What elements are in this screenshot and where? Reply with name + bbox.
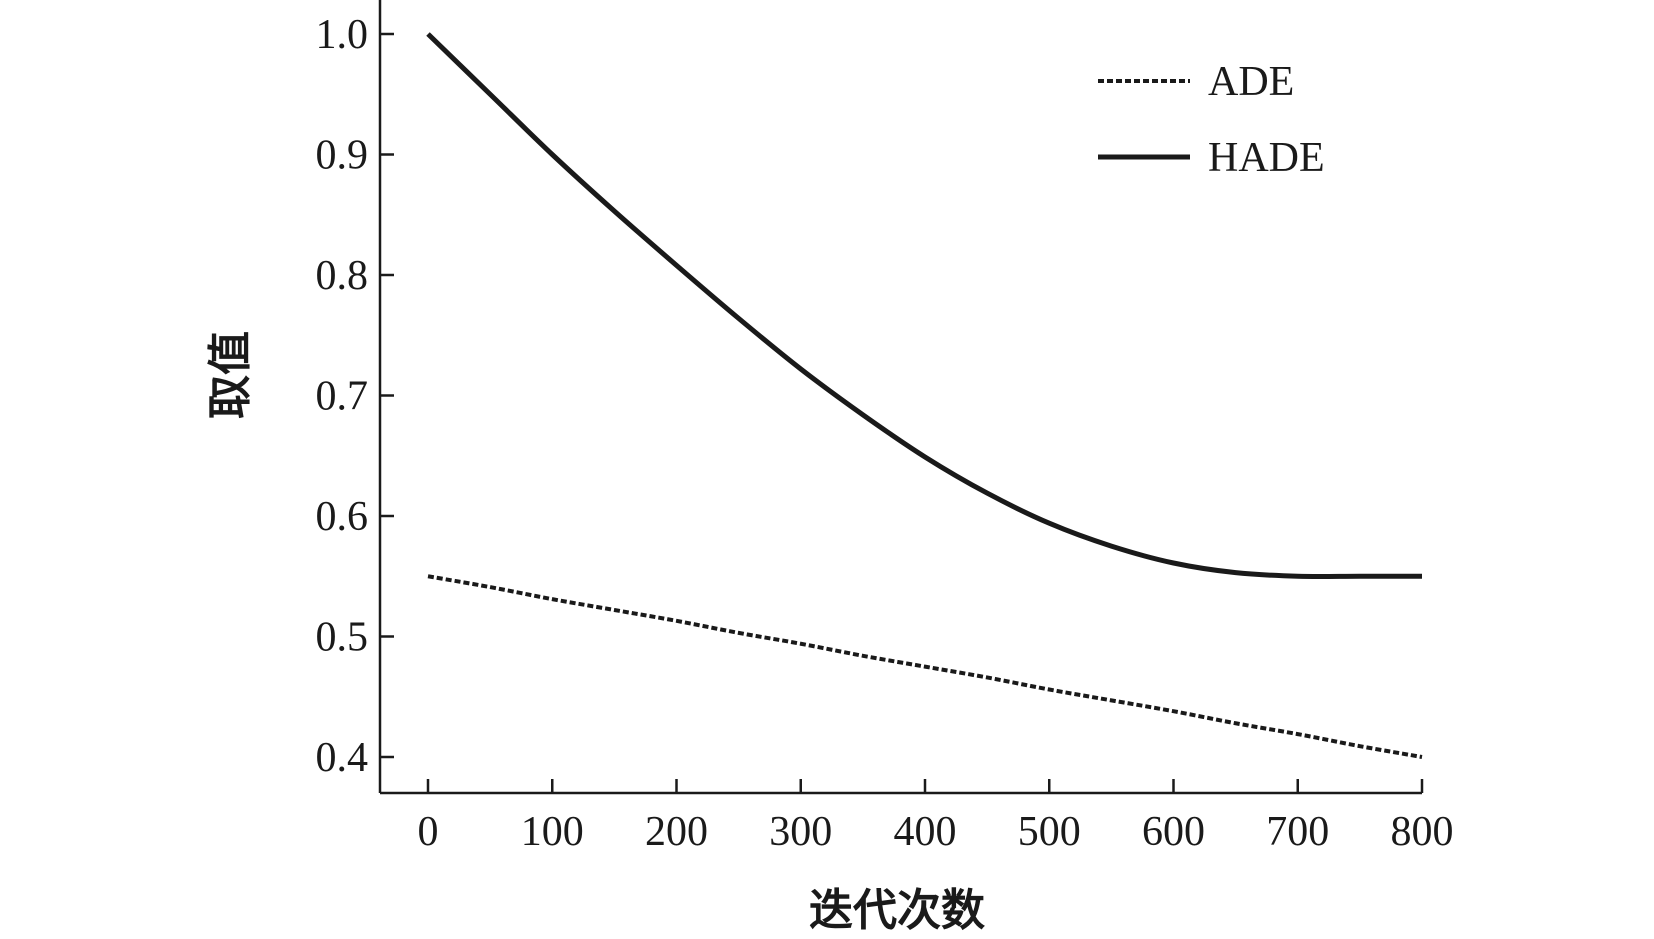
- y-tick-label: 1.0: [316, 12, 369, 58]
- x-tick-label: 300: [769, 809, 832, 855]
- y-tick-label: 0.4: [316, 735, 369, 781]
- x-tick-label: 400: [894, 809, 957, 855]
- y-tick-label: 0.5: [316, 615, 369, 661]
- x-tick-label: 500: [1018, 809, 1081, 855]
- y-tick-label: 0.8: [316, 253, 369, 299]
- x-tick-label: 800: [1391, 809, 1454, 855]
- x-tick-label: 0: [418, 809, 439, 855]
- axes: [378, 0, 1422, 795]
- x-tick-label: 600: [1142, 809, 1205, 855]
- series-line-ade: [427, 574, 1423, 759]
- x-axis-title: 迭代次数: [809, 885, 985, 936]
- y-tick-label: 0.9: [316, 133, 369, 179]
- x-tick-label: 100: [521, 809, 584, 855]
- series-line-hade: [426, 32, 1422, 580]
- y-axis-title: 取值: [205, 331, 256, 419]
- legend: ADE HADE: [1098, 59, 1325, 181]
- x-tick-label: 200: [645, 809, 708, 855]
- legend-label-ade: ADE: [1208, 59, 1294, 105]
- y-tick-label: 0.7: [316, 374, 369, 420]
- y-tick-label: 0.6: [316, 494, 369, 540]
- x-ticks: 0 100 200 300 400 500 600 700 800: [418, 779, 1454, 855]
- y-ticks: 0.4 0.5 0.6 0.7 0.8 0.9 1.0: [316, 12, 394, 781]
- series-group: [426, 32, 1423, 759]
- x-tick-label: 700: [1266, 809, 1329, 855]
- legend-label-hade: HADE: [1208, 135, 1325, 181]
